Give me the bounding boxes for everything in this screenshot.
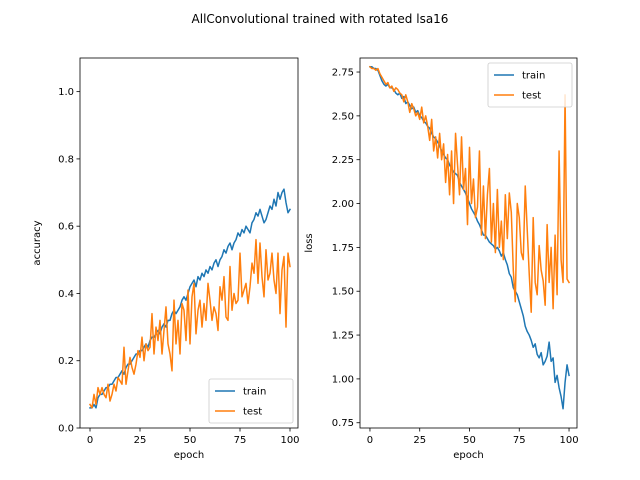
loss-y-tick-label: 2.75 [332, 68, 354, 79]
figure-title: AllConvolutional trained with rotated ls… [192, 12, 449, 26]
accuracy-axes-frame [79, 57, 299, 429]
accuracy-subplot: 0 25 50 75 100 0.0 0.2 0.4 0.6 0.8 1.0 epoch accurac… [32, 57, 300, 461]
loss-legend: train test [487, 62, 573, 108]
loss-y-tick-label: 1.00 [332, 374, 354, 385]
loss-x-tick-label: 100 [559, 435, 578, 446]
loss-x-tick-label: 25 [413, 435, 426, 446]
accuracy-legend: train test [208, 378, 294, 424]
loss-y-tick-label: 0.75 [332, 418, 354, 429]
accuracy-y-tick-label: 0.0 [58, 424, 74, 435]
loss-axes-frame [359, 57, 578, 429]
accuracy-y-axis-label: accuracy [32, 220, 43, 265]
loss-y-axis-label: loss [304, 233, 315, 252]
loss-legend-label-test: test [522, 91, 541, 102]
accuracy-y-tick-label: 0.8 [58, 154, 74, 165]
accuracy-legend-label-test: test [243, 407, 262, 418]
loss-y-tick-label: 2.00 [332, 199, 354, 210]
loss-x-axis-label: epoch [453, 450, 483, 461]
loss-y-tick-label: 2.50 [332, 111, 354, 122]
accuracy-test-series-line [88, 238, 291, 409]
loss-legend-label-train: train [522, 71, 545, 82]
loss-x-tick-label: 50 [463, 435, 476, 446]
loss-y-tick-label: 1.50 [332, 287, 354, 298]
loss-x-tick-label: 75 [513, 435, 526, 446]
loss-test-series-line [368, 65, 571, 314]
accuracy-x-axis-label: epoch [174, 450, 204, 461]
loss-y-tick-label: 2.25 [332, 155, 354, 166]
accuracy-y-tick-label: 0.4 [58, 289, 74, 300]
accuracy-x-tick-label: 75 [234, 435, 247, 446]
accuracy-x-tick-label: 50 [184, 435, 197, 446]
loss-subplot: 0 25 50 75 100 0.75 1.00 1.25 1.50 1.75 2.00 2.25 2.… [304, 57, 579, 461]
accuracy-legend-box [208, 378, 294, 424]
loss-legend-box [487, 62, 573, 108]
accuracy-x-tick-label: 100 [280, 435, 299, 446]
accuracy-y-tick-label: 0.6 [58, 222, 74, 233]
loss-x-tick-label: 0 [367, 435, 373, 446]
accuracy-x-tick-label: 25 [134, 435, 147, 446]
accuracy-legend-label-train: train [243, 387, 266, 398]
accuracy-y-tick-label: 1.0 [58, 87, 74, 98]
accuracy-x-tick-label: 0 [87, 435, 93, 446]
loss-y-tick-label: 1.75 [332, 243, 354, 254]
accuracy-y-tick-label: 0.2 [58, 356, 74, 367]
loss-y-tick-label: 1.25 [332, 331, 354, 342]
